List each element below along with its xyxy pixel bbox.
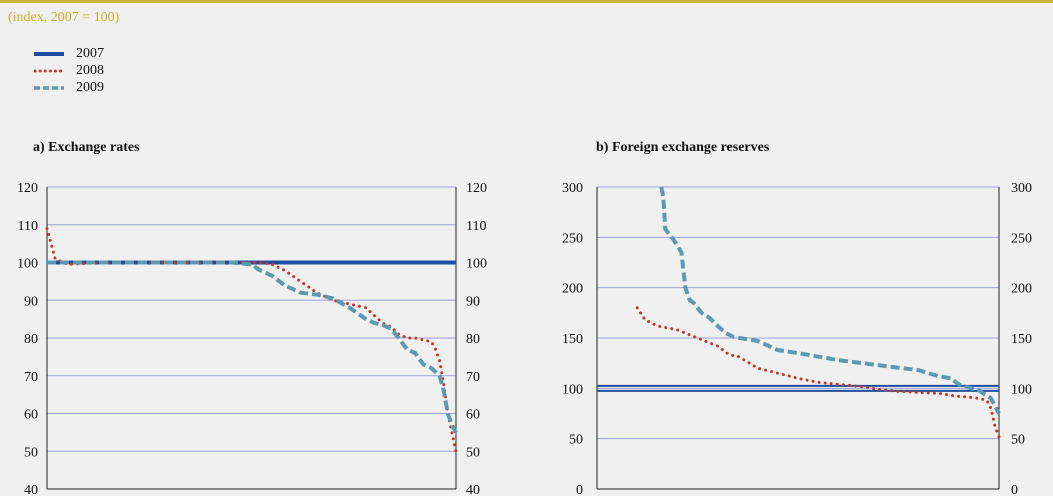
y-tick-label-left: 50	[569, 433, 583, 448]
y-tick-label-right: 250	[1011, 231, 1032, 246]
y-tick-label-right: 50	[1011, 433, 1025, 448]
y-tick-label-left: 0	[576, 483, 583, 496]
y-tick-label-left: 120	[17, 181, 38, 196]
y-tick-label-left: 150	[562, 332, 583, 347]
series-2009-line	[47, 260, 458, 434]
legend-label-2007: 2007	[76, 45, 104, 61]
y-tick-label-left: 90	[24, 294, 38, 309]
panel-a-title: a) Exchange rates	[33, 140, 140, 155]
legend-label-2009: 2009	[76, 79, 104, 95]
y-tick-label-left: 60	[24, 408, 38, 423]
exchange-rates-chart: 40 40 50 50 60 60 70 70 80 80 90 90 100 100 110 110 120 1…	[17, 181, 487, 496]
y-tick-label-left: 80	[24, 332, 38, 347]
series-2009-line	[659, 186, 1001, 415]
legend: 2007 2008 2009	[34, 45, 104, 96]
y-tick-label-right: 150	[1011, 332, 1032, 347]
legend-swatch-2008	[34, 69, 64, 72]
legend-item-2007: 2007	[34, 45, 104, 62]
legend-label-2008: 2008	[76, 62, 104, 78]
y-tick-label-left: 110	[18, 219, 38, 234]
y-tick-label-right: 80	[466, 332, 480, 347]
y-tick-label-right: 0	[1011, 483, 1018, 496]
legend-swatch-2007	[34, 51, 64, 56]
top-rule	[0, 0, 1053, 3]
y-tick-label-left: 100	[17, 257, 38, 272]
y-tick-label-left: 40	[24, 483, 38, 496]
legend-swatch-2009	[34, 85, 64, 90]
y-tick-label-right: 100	[466, 257, 487, 272]
y-tick-label-right: 50	[466, 445, 480, 460]
y-tick-label-right: 60	[466, 408, 480, 423]
chart-subtitle: (index, 2007 = 100)	[8, 10, 120, 25]
y-tick-label-left: 50	[24, 445, 38, 460]
panel-b-title: b) Foreign exchange reserves	[596, 140, 770, 155]
y-tick-label-right: 100	[1011, 382, 1032, 397]
y-tick-label-left: 70	[24, 370, 38, 385]
y-tick-label-left: 200	[562, 282, 583, 297]
legend-item-2009: 2009	[34, 79, 104, 96]
series-2008-line	[635, 306, 1001, 439]
y-tick-label-right: 110	[466, 219, 486, 234]
y-tick-label-left: 100	[562, 382, 583, 397]
y-tick-label-left: 300	[562, 181, 583, 196]
y-tick-label-right: 70	[466, 370, 480, 385]
y-tick-label-right: 300	[1011, 181, 1032, 196]
reserves-chart: 0 0 50 50 100 100 150 150 200 200 250 250 300 300	[562, 181, 1032, 496]
y-tick-label-right: 120	[466, 181, 487, 196]
y-tick-label-right: 40	[466, 483, 480, 496]
y-tick-label-right: 200	[1011, 282, 1032, 297]
y-tick-label-right: 90	[466, 294, 480, 309]
legend-item-2008: 2008	[34, 62, 104, 79]
y-tick-label-left: 250	[562, 231, 583, 246]
